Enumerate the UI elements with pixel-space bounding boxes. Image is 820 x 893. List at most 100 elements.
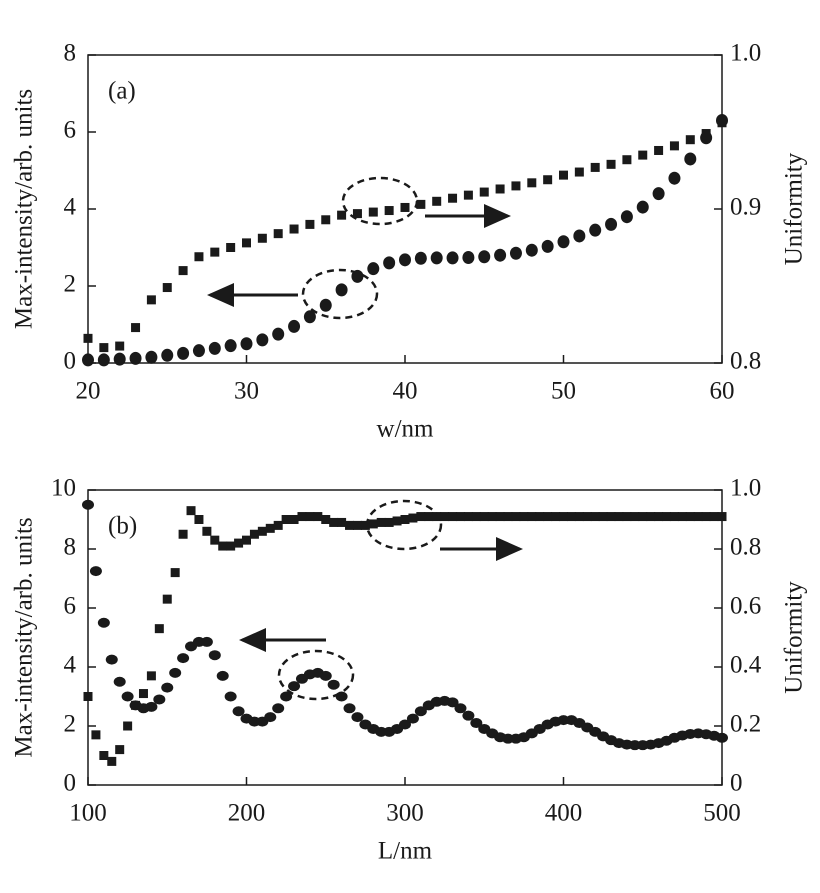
circle-marker	[264, 712, 277, 723]
square-marker	[337, 210, 347, 220]
circle-marker	[478, 250, 491, 264]
circle-marker	[89, 566, 102, 577]
square-marker	[590, 162, 600, 172]
square-marker	[83, 333, 93, 343]
square-marker	[606, 159, 616, 169]
circle-marker	[240, 337, 253, 351]
square-marker	[329, 517, 339, 527]
y-tick-label: 0	[64, 348, 77, 375]
square-marker	[194, 252, 204, 262]
square-marker	[701, 512, 711, 522]
y2-axis-label: Uniformity	[781, 581, 808, 694]
y2-axis-label: Uniformity	[781, 152, 808, 265]
y-tick-label: 6	[64, 593, 77, 620]
square-marker	[527, 178, 537, 188]
circle-marker	[399, 253, 411, 267]
square-marker	[654, 145, 664, 155]
circle-marker	[446, 251, 459, 265]
circle-marker	[288, 319, 301, 333]
y-tick-label: 6	[64, 117, 77, 144]
circle-marker	[113, 352, 126, 366]
square-marker	[677, 512, 687, 522]
circle-marker	[327, 679, 340, 690]
square-marker	[186, 506, 196, 516]
square-marker	[321, 215, 331, 225]
square-marker	[717, 118, 727, 128]
square-marker	[289, 515, 299, 524]
square-marker	[400, 515, 410, 524]
square-marker	[242, 535, 251, 545]
circle-marker	[446, 697, 459, 708]
circle-marker	[652, 187, 665, 201]
circle-marker	[97, 353, 110, 367]
square-marker	[352, 520, 362, 530]
circle-marker	[161, 682, 174, 693]
square-marker	[249, 529, 259, 539]
x-tick-label: 500	[703, 800, 741, 827]
circle-marker	[470, 718, 483, 729]
circle-marker	[620, 210, 633, 224]
circle-marker	[367, 262, 380, 276]
circle-marker	[399, 719, 411, 730]
circle-marker	[605, 217, 618, 231]
y2-tick-label: 1.0	[730, 475, 761, 502]
circle-marker	[509, 246, 522, 260]
circle-marker	[113, 676, 126, 687]
y-tick-label: 2	[64, 271, 77, 298]
circle-marker	[430, 251, 443, 265]
x-tick-label: 300	[386, 800, 424, 827]
y2-tick-label: 0.2	[730, 711, 761, 738]
square-marker	[337, 517, 347, 527]
square-marker	[99, 343, 109, 353]
square-marker	[669, 141, 679, 151]
y-tick-label: 8	[64, 534, 77, 561]
circle-marker	[454, 703, 467, 714]
square-marker	[638, 512, 648, 522]
circle-marker	[684, 152, 697, 166]
circle-marker	[256, 333, 269, 347]
square-marker	[170, 568, 180, 578]
square-marker	[463, 190, 473, 200]
y2-tick-label: 1.0	[730, 40, 761, 67]
square-marker	[416, 199, 426, 209]
square-marker	[123, 721, 133, 731]
y-tick-label: 4	[64, 652, 77, 679]
square-marker	[107, 756, 117, 766]
square-marker	[543, 175, 553, 185]
square-marker	[598, 512, 608, 522]
circle-marker	[335, 691, 348, 702]
square-marker	[281, 515, 291, 524]
circle-marker	[121, 691, 134, 702]
square-marker	[495, 512, 505, 522]
circle-marker	[161, 348, 174, 362]
square-marker	[162, 283, 172, 293]
square-marker	[440, 512, 450, 522]
circle-marker	[383, 256, 396, 270]
circle-marker	[573, 229, 586, 243]
square-marker	[265, 523, 275, 533]
square-marker	[662, 512, 672, 522]
square-marker	[479, 512, 489, 522]
square-marker	[210, 535, 220, 545]
circle-marker	[208, 650, 221, 661]
square-marker	[590, 512, 600, 522]
square-marker	[305, 219, 315, 229]
square-marker	[519, 512, 529, 522]
circle-marker	[82, 353, 94, 367]
circle-marker	[494, 248, 507, 262]
square-marker	[543, 512, 553, 522]
square-marker	[622, 512, 632, 522]
circle-marker	[272, 327, 285, 341]
square-marker	[448, 193, 458, 203]
circle-marker	[232, 706, 245, 717]
circle-marker	[224, 691, 237, 702]
circle-marker	[200, 636, 213, 647]
circle-marker	[216, 670, 229, 681]
square-marker	[479, 187, 489, 197]
square-marker	[131, 700, 141, 710]
dashed-ellipse	[301, 268, 379, 320]
circle-marker	[177, 346, 190, 360]
square-marker	[582, 512, 592, 522]
circle-marker	[351, 712, 364, 723]
